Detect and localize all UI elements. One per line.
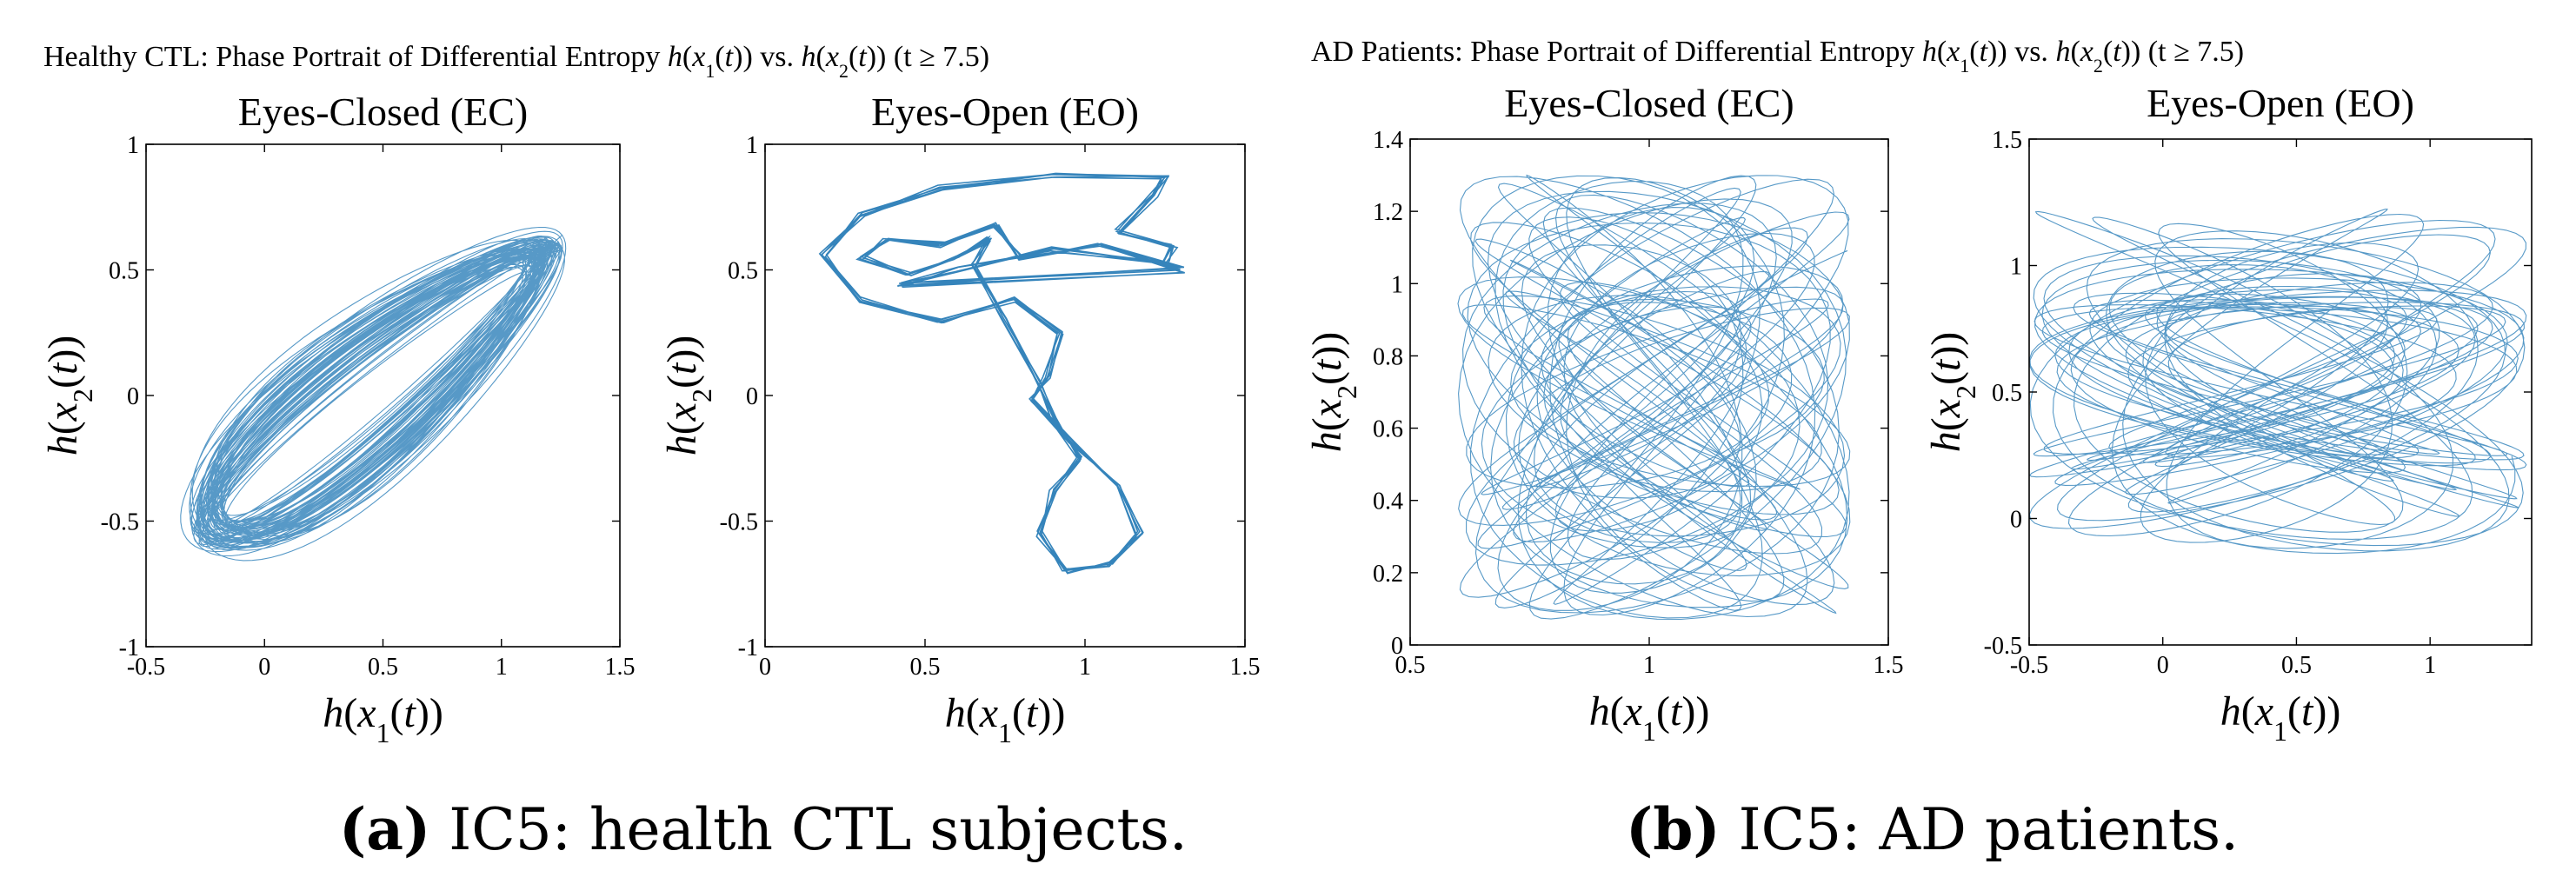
suptitle-a: Healthy CTL: Phase Portrait of Different… bbox=[43, 41, 989, 82]
y-tick-label: 1 bbox=[746, 132, 758, 159]
x-tick-label: 1 bbox=[1643, 652, 1655, 679]
panel-b-eyes-open: Eyes-Open (EO) -0.5 0 0.5 1 1.5 1 0.5 0 -0.5 h(x1(… bbox=[1923, 81, 2533, 747]
y-tick-label: 1.4 bbox=[1373, 127, 1403, 154]
caption-a-text: IC5: health CTL subjects. bbox=[449, 796, 1188, 863]
panel-a-eyes-closed: Eyes-Closed (EC)-0.5 0 0.5 1 1.510.50-0.5-1h… bbox=[40, 90, 636, 748]
panel-title: Eyes-Closed (EC) bbox=[1504, 81, 1794, 125]
panel-title: Eyes-Open (EO) bbox=[871, 90, 1139, 134]
y-tick-label: 1.2 bbox=[1373, 199, 1403, 226]
x-tick-label: 0 bbox=[759, 654, 771, 681]
trajectory-line bbox=[180, 226, 567, 562]
y-tick-label: 0 bbox=[2010, 507, 2022, 534]
y-tick-label: 0.5 bbox=[1992, 380, 2022, 407]
suptitle-b-vs: vs. bbox=[2014, 36, 2048, 68]
suptitle-b-prefix: AD Patients: Phase Portrait of Different… bbox=[1311, 36, 1914, 68]
y-axis-label: h(x2(t)) bbox=[40, 336, 98, 456]
caption-b-label: (b) bbox=[1626, 795, 1721, 863]
x-tick-label: 0.5 bbox=[1395, 652, 1426, 679]
y-tick-label: 0.2 bbox=[1373, 561, 1403, 588]
y-tick-label: 0.5 bbox=[109, 258, 139, 285]
x-tick-label: 0 bbox=[2157, 652, 2169, 679]
y-tick-label: -0.5 bbox=[720, 509, 758, 536]
suptitle-b: AD Patients: Phase Portrait of Different… bbox=[1311, 36, 2244, 76]
panel-a-eyes-open: Eyes-Open (EO) 0 0.5 1 1.5 1 0.5 0 -0.5 -1 h(x1(t)… bbox=[659, 90, 1261, 748]
caption-b: (b) IC5: AD patients. bbox=[1626, 795, 2239, 863]
x-tick-label: -0.5 bbox=[2010, 652, 2048, 679]
y-tick-label: 1.5 bbox=[1992, 127, 2022, 154]
suptitle-a-prefix: Healthy CTL: Phase Portrait of Different… bbox=[43, 41, 660, 73]
axes-box bbox=[145, 143, 621, 648]
x-tick-label: 1.5 bbox=[1874, 652, 1904, 679]
x-axis-label: h(x1(t)) bbox=[1589, 688, 1710, 747]
x-tick-label: 1.5 bbox=[1230, 654, 1261, 681]
suptitle-a-cond: (t ≥ 7.5) bbox=[894, 41, 989, 73]
y-tick-label: 1 bbox=[127, 132, 139, 159]
x-tick-label: 1 bbox=[496, 654, 508, 681]
trajectory-line bbox=[1457, 174, 1851, 621]
panel-title: Eyes-Closed (EC) bbox=[238, 90, 528, 134]
x-tick-label: 1 bbox=[2424, 652, 2436, 679]
y-tick-label: -0.5 bbox=[1984, 633, 2022, 660]
panel-b-eyes-closed: Eyes-Closed (EC) 0.5 1 1.5 1.4 1.2 1 0.8 0.6 0.4 0… bbox=[1304, 81, 1904, 747]
y-tick-label: 0 bbox=[1391, 633, 1403, 660]
caption-b-text: IC5: AD patients. bbox=[1738, 796, 2240, 863]
x-tick-label: -0.5 bbox=[127, 654, 165, 681]
x-tick-label: 0 bbox=[258, 654, 270, 681]
trajectory-line bbox=[818, 172, 1185, 575]
x-axis-label: h(x1(t)) bbox=[945, 690, 1066, 748]
x-axis-label: h(x1(t)) bbox=[323, 690, 443, 748]
y-tick-label: 0.8 bbox=[1373, 343, 1403, 370]
y-tick-label: 0.6 bbox=[1373, 416, 1403, 443]
y-tick-label: 0 bbox=[746, 383, 758, 410]
y-axis-label: h(x2(t)) bbox=[659, 336, 717, 456]
y-axis-label: h(x2(t)) bbox=[1923, 332, 1981, 453]
y-tick-label: 0.4 bbox=[1373, 489, 1403, 515]
suptitle-a-vs: vs. bbox=[760, 41, 794, 73]
y-tick-label: 1 bbox=[2010, 254, 2022, 281]
x-tick-label: 1.5 bbox=[605, 654, 636, 681]
caption-a-label: (a) bbox=[339, 795, 431, 863]
y-tick-label: -0.5 bbox=[101, 509, 139, 536]
suptitle-b-cond: (t ≥ 7.5) bbox=[2148, 36, 2244, 68]
y-tick-label: 0 bbox=[127, 383, 139, 410]
y-tick-label: 1 bbox=[1391, 271, 1403, 298]
x-tick-label: 0.5 bbox=[910, 654, 941, 681]
y-tick-label: 0.5 bbox=[728, 258, 758, 285]
caption-a: (a) IC5: health CTL subjects. bbox=[339, 795, 1188, 863]
x-tick-label: 0.5 bbox=[368, 654, 398, 681]
y-axis-label: h(x2(t)) bbox=[1304, 332, 1362, 453]
x-tick-label: 0.5 bbox=[2281, 652, 2312, 679]
x-axis-label: h(x1(t)) bbox=[2220, 688, 2341, 747]
trajectory-line bbox=[2029, 209, 2527, 555]
panel-title: Eyes-Open (EO) bbox=[2147, 81, 2414, 125]
x-tick-label: 1 bbox=[1079, 654, 1091, 681]
y-tick-label: -1 bbox=[119, 635, 139, 661]
axes-box bbox=[764, 143, 1246, 648]
y-tick-label: -1 bbox=[738, 635, 758, 661]
